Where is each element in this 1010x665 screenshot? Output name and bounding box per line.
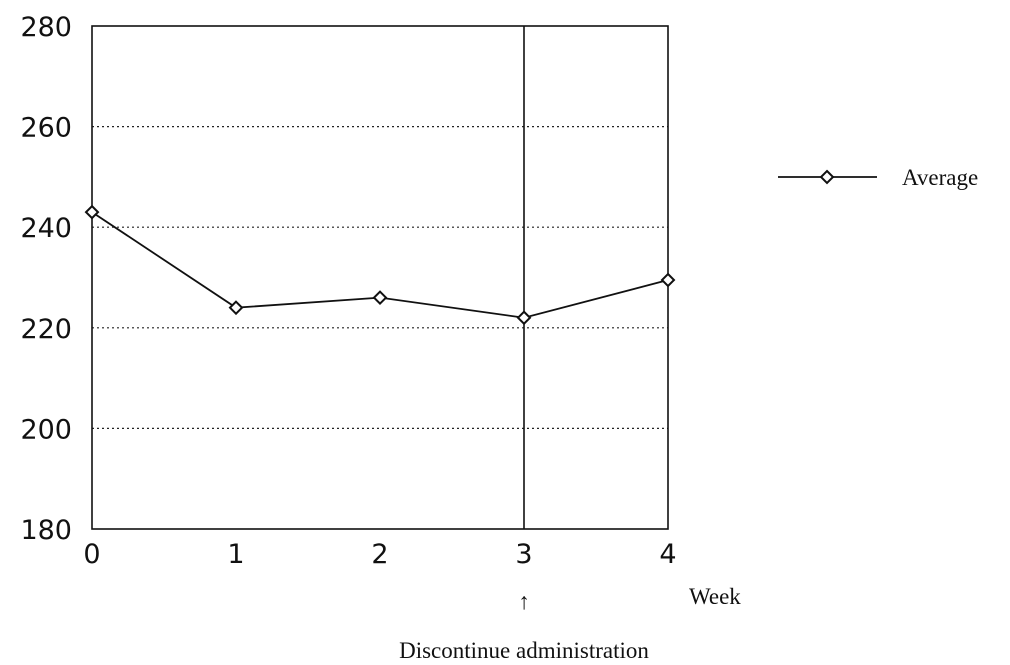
x-tick-label: 3 (515, 539, 532, 570)
annotation-arrow: ↑ (518, 589, 530, 614)
plot-area-frame (91, 25, 669, 530)
x-tick-label: 0 (83, 539, 100, 570)
x-axis-ticks: 0 1 2 3 4 (83, 539, 676, 570)
y-tick-label: 200 (20, 414, 72, 445)
data-point-diamond (372, 290, 388, 306)
annotation-text: Discontinue administration (399, 638, 649, 663)
legend-label: Average (902, 165, 978, 190)
data-point-diamond (660, 272, 676, 288)
x-tick-label: 1 (227, 539, 244, 570)
x-tick-label: 4 (659, 539, 676, 570)
y-axis-ticks: 180 200 220 240 260 280 (20, 12, 72, 546)
x-tick-label: 2 (371, 539, 388, 570)
y-tick-label: 220 (20, 314, 72, 345)
x-axis-label: Week (689, 584, 741, 609)
legend: Average (778, 165, 978, 190)
gridlines (92, 125, 668, 429)
y-tick-label: 240 (20, 213, 72, 244)
y-tick-label: 260 (20, 113, 72, 144)
series-average (84, 204, 676, 326)
data-point-diamond (516, 310, 532, 326)
y-tick-label: 280 (20, 12, 72, 43)
data-point-diamond (228, 300, 244, 316)
legend-diamond-icon (819, 169, 835, 185)
y-tick-label: 180 (20, 515, 72, 546)
data-point-diamond (84, 204, 100, 220)
